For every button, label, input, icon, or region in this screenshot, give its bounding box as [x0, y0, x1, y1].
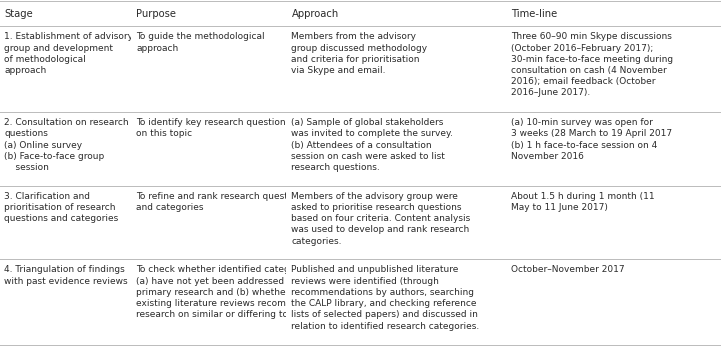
Text: To check whether identified categories
(a) have not yet been addressed by
primar: To check whether identified categories (… — [136, 265, 312, 319]
Text: October–November 2017: October–November 2017 — [511, 265, 625, 274]
Text: 1. Establishment of advisory
group and development
of methodological
approach: 1. Establishment of advisory group and d… — [4, 32, 133, 75]
Text: 3. Clarification and
prioritisation of research
questions and categories: 3. Clarification and prioritisation of r… — [4, 192, 119, 223]
Text: (a) Sample of global stakeholders
was invited to complete the survey.
(b) Attend: (a) Sample of global stakeholders was in… — [291, 118, 454, 172]
Text: Purpose: Purpose — [136, 9, 177, 18]
Text: Members from the advisory
group discussed methodology
and criteria for prioritis: Members from the advisory group discusse… — [291, 32, 428, 75]
Text: Published and unpublished literature
reviews were identified (through
recommenda: Published and unpublished literature rev… — [291, 265, 479, 330]
Text: To identify key research questions
on this topic: To identify key research questions on th… — [136, 118, 291, 138]
Text: 2. Consultation on research
questions
(a) Online survey
(b) Face-to-face group
 : 2. Consultation on research questions (a… — [4, 118, 129, 172]
Text: Three 60–90 min Skype discussions
(October 2016–February 2017);
30-min face-to-f: Three 60–90 min Skype discussions (Octob… — [511, 32, 673, 98]
Text: (a) 10-min survey was open for
3 weeks (28 March to 19 April 2017
(b) 1 h face-t: (a) 10-min survey was open for 3 weeks (… — [511, 118, 673, 161]
Text: 4. Triangulation of findings
with past evidence reviews: 4. Triangulation of findings with past e… — [4, 265, 128, 286]
Text: Time-line: Time-line — [511, 9, 557, 18]
Text: Approach: Approach — [291, 9, 339, 18]
Text: To refine and rank research questions
and categories: To refine and rank research questions an… — [136, 192, 307, 212]
Text: Stage: Stage — [4, 9, 33, 18]
Text: Members of the advisory group were
asked to prioritise research questions
based : Members of the advisory group were asked… — [291, 192, 471, 246]
Text: To guide the methodological
approach: To guide the methodological approach — [136, 32, 265, 53]
Text: About 1.5 h during 1 month (11
May to 11 June 2017): About 1.5 h during 1 month (11 May to 11… — [511, 192, 655, 212]
